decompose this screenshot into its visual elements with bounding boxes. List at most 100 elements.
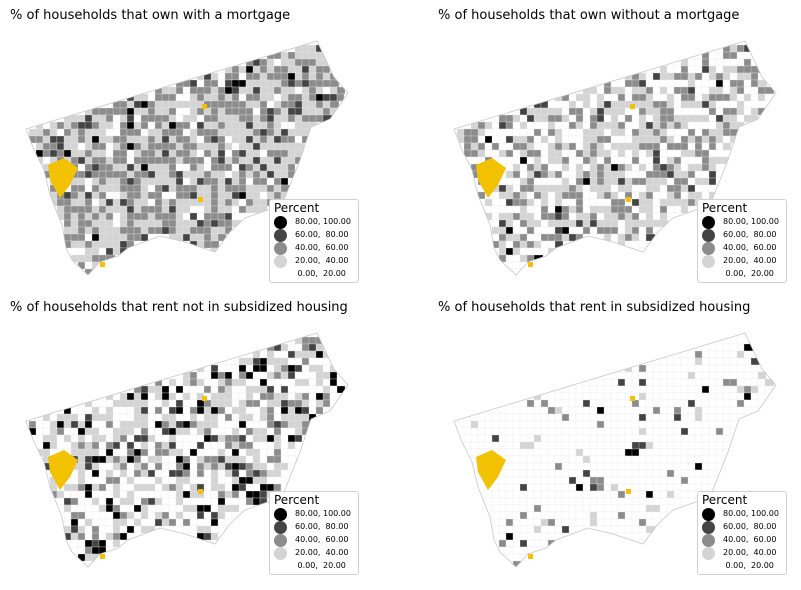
tract-cell <box>568 184 578 193</box>
tract-cell <box>568 212 578 221</box>
tract-cell <box>161 448 171 457</box>
tract-cell <box>624 469 634 478</box>
tract-cell <box>126 406 136 415</box>
tract-cell <box>203 191 212 200</box>
tract-cell <box>750 371 760 380</box>
tract-cell <box>729 93 738 102</box>
tract-cell <box>512 434 522 443</box>
tract-cell <box>631 135 640 144</box>
tract-cell <box>701 65 711 74</box>
tract-cell <box>266 86 275 95</box>
legend-entry: 40.00, 60.00 <box>274 242 358 255</box>
tract-cell <box>98 525 108 534</box>
tract-cell <box>680 121 689 130</box>
tract-cell <box>694 79 703 88</box>
tract-cell <box>575 191 584 200</box>
tract-cell <box>119 135 128 144</box>
tract-cell <box>708 357 718 366</box>
tract-cell <box>603 149 612 158</box>
tract-cell <box>540 525 550 534</box>
tract-cell <box>519 483 529 492</box>
tract-cell <box>182 93 191 102</box>
legend-label: 80.00, 100.00 <box>295 509 351 518</box>
tract-cell <box>617 107 627 116</box>
tract-cell <box>617 135 626 144</box>
tract-cell <box>84 448 94 457</box>
tract-cell <box>105 406 115 415</box>
tract-cell <box>147 135 156 144</box>
tract-cell <box>708 371 718 380</box>
tract-cell <box>631 170 640 179</box>
tract-cell <box>596 191 606 200</box>
tract-cell <box>512 441 522 450</box>
tract-cell <box>77 149 86 158</box>
tract-cell <box>266 378 276 387</box>
tract-cell <box>294 399 304 408</box>
tract-cell <box>701 385 711 394</box>
tract-cell <box>617 128 627 137</box>
legend-label: 20.00, 40.00 <box>723 548 777 557</box>
highlighted-area <box>202 396 207 401</box>
tract-cell <box>708 406 717 415</box>
tract-cell <box>631 184 641 193</box>
tract-cell <box>196 233 205 242</box>
tract-cell <box>119 142 128 151</box>
legend-swatch <box>274 508 287 521</box>
tract-cell <box>561 392 571 401</box>
tract-cell <box>91 546 101 555</box>
tract-cell <box>56 121 66 130</box>
tract-cell <box>596 128 605 137</box>
tract-cell <box>610 511 620 520</box>
tract-cell <box>252 483 262 492</box>
tract-cell <box>631 121 641 130</box>
tract-cell <box>315 79 324 88</box>
tract-cell <box>638 441 647 450</box>
tract-cell <box>589 93 599 102</box>
tract-cell <box>84 525 93 534</box>
legend-label: 40.00, 60.00 <box>723 535 777 544</box>
tract-cell <box>694 114 704 123</box>
tract-cell <box>259 65 269 74</box>
tract-cell <box>231 420 240 429</box>
tract-cell <box>722 58 732 67</box>
tract-cell <box>603 497 612 506</box>
tract-cell <box>743 93 752 102</box>
tract-cell <box>189 135 198 144</box>
tract-cell <box>105 142 114 151</box>
tract-cell <box>694 142 703 151</box>
tract-cell <box>168 163 178 172</box>
tract-cell <box>519 448 528 457</box>
tract-cell <box>252 469 262 478</box>
tract-cell <box>84 247 93 256</box>
tract-cell <box>750 406 760 415</box>
tract-cell <box>182 198 191 207</box>
tract-cell <box>750 72 760 81</box>
tract-cell <box>77 226 87 235</box>
tract-cell <box>477 427 486 436</box>
tract-cell <box>624 427 633 436</box>
tract-cell <box>589 86 598 95</box>
tract-cell <box>126 469 136 478</box>
tract-cell <box>736 385 745 394</box>
tract-cell <box>645 114 655 123</box>
tract-cell <box>147 420 157 429</box>
tract-cell <box>140 135 150 144</box>
tract-cell <box>231 462 241 471</box>
tract-cell <box>638 427 648 436</box>
tract-cell <box>196 93 206 102</box>
tract-cell <box>680 163 689 172</box>
tract-cell <box>140 184 149 193</box>
tract-cell <box>687 399 696 408</box>
tract-cell <box>498 406 508 415</box>
tract-cell <box>512 504 521 513</box>
tract-cell <box>477 413 486 422</box>
tract-cell <box>112 156 122 165</box>
tract-cell <box>210 490 220 499</box>
tract-cell <box>743 107 753 116</box>
tract-cell <box>631 93 641 102</box>
tract-cell <box>638 79 648 88</box>
tract-cell <box>519 198 529 207</box>
tract-cell <box>596 170 605 179</box>
tract-cell <box>680 462 690 471</box>
tract-cell <box>133 469 142 478</box>
